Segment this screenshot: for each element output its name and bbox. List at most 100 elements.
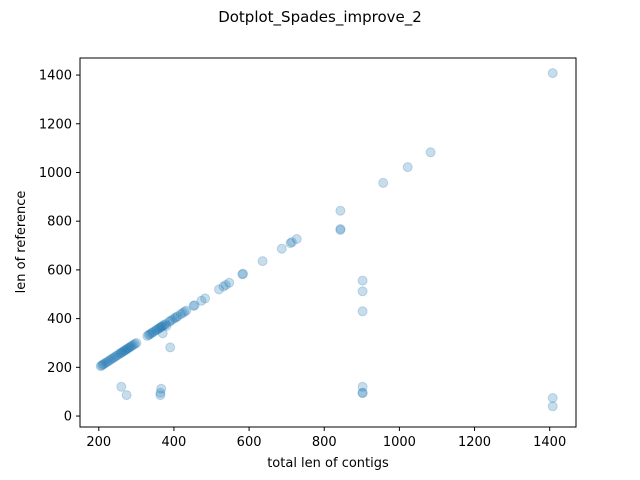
data-point (164, 316, 175, 327)
data-point (117, 346, 128, 357)
data-point (237, 269, 248, 280)
data-point (128, 339, 139, 350)
data-point (106, 354, 117, 364)
data-point (378, 177, 389, 188)
data-point (121, 390, 132, 401)
x-axis-ticks: 200 400 600 800 1000 1200 1400 (86, 427, 566, 450)
x-tick-label: 200 (86, 435, 111, 450)
data-point (111, 351, 122, 362)
x-tick-label: 1200 (458, 435, 491, 450)
data-point (179, 306, 190, 317)
data-point (357, 286, 368, 297)
data-point (167, 314, 178, 325)
data-point (124, 342, 135, 353)
data-point (161, 320, 172, 331)
data-point (120, 345, 131, 356)
data-point (357, 306, 368, 317)
data-point (157, 328, 168, 339)
data-point (156, 321, 167, 332)
data-point (146, 328, 157, 339)
data-point (123, 343, 134, 354)
data-point (169, 313, 180, 324)
data-point (357, 387, 368, 398)
chart-title: Dotplot_Spades_improve_2 (218, 8, 422, 27)
data-point (126, 340, 137, 351)
data-point (119, 346, 129, 356)
y-tick-label: 0 (64, 410, 72, 425)
data-point (291, 234, 302, 244)
x-axis-label: total len of contigs (267, 456, 389, 471)
data-point (175, 309, 186, 320)
data-point (335, 224, 346, 234)
data-point (96, 360, 107, 371)
data-point (155, 390, 166, 401)
y-axis-ticks: 0 200 400 600 800 1000 1200 1400 (39, 69, 80, 425)
data-point (100, 357, 111, 368)
data-point (276, 243, 287, 254)
data-point (214, 284, 224, 295)
data-point (115, 348, 126, 359)
data-point (149, 326, 159, 337)
data-point (547, 68, 558, 79)
y-tick-label: 200 (47, 361, 72, 376)
data-point (189, 300, 200, 311)
y-tick-label: 1000 (39, 166, 72, 181)
data-point (402, 162, 413, 173)
x-tick-label: 1400 (533, 435, 566, 450)
y-tick-label: 600 (47, 263, 72, 278)
data-point (116, 347, 127, 358)
data-point (257, 256, 268, 267)
data-point (150, 325, 161, 336)
data-point (224, 277, 235, 288)
data-point (147, 327, 158, 338)
data-point (547, 401, 558, 412)
data-point (114, 348, 125, 359)
data-point (116, 381, 127, 392)
data-point (165, 342, 176, 353)
plot-frame (79, 57, 577, 428)
data-point (154, 322, 165, 333)
data-point (95, 361, 106, 372)
data-point (102, 357, 113, 367)
data-point (357, 388, 368, 399)
data-point (155, 322, 166, 333)
data-point (153, 323, 164, 334)
data-point (200, 293, 211, 304)
data-point (165, 315, 176, 326)
data-point (122, 343, 133, 354)
data-point (547, 393, 558, 403)
data-point (188, 300, 199, 311)
y-tick-label: 400 (47, 312, 72, 327)
data-point (335, 205, 346, 216)
data-point (220, 280, 231, 290)
data-point (142, 330, 153, 341)
data-point (125, 341, 136, 352)
data-point (160, 319, 171, 329)
data-point (103, 356, 114, 366)
data-point (109, 352, 120, 363)
data-point (357, 381, 368, 392)
data-point (159, 319, 170, 330)
x-tick-label: 400 (162, 435, 187, 450)
data-point (131, 338, 142, 348)
data-point (172, 311, 183, 322)
data-point (171, 312, 182, 323)
data-point (157, 320, 168, 331)
data-point (112, 350, 123, 361)
data-point (357, 275, 368, 286)
data-points (95, 68, 558, 412)
data-point (152, 324, 162, 335)
data-point (238, 268, 249, 279)
y-tick-label: 800 (47, 215, 72, 230)
y-tick-label: 1400 (39, 69, 72, 84)
data-point (218, 281, 229, 292)
data-point (97, 359, 108, 370)
data-point (155, 387, 166, 398)
data-point (99, 358, 109, 369)
data-point (196, 295, 207, 306)
data-point (425, 147, 436, 158)
data-point (121, 344, 132, 355)
data-point (286, 237, 297, 248)
data-point (144, 329, 155, 340)
